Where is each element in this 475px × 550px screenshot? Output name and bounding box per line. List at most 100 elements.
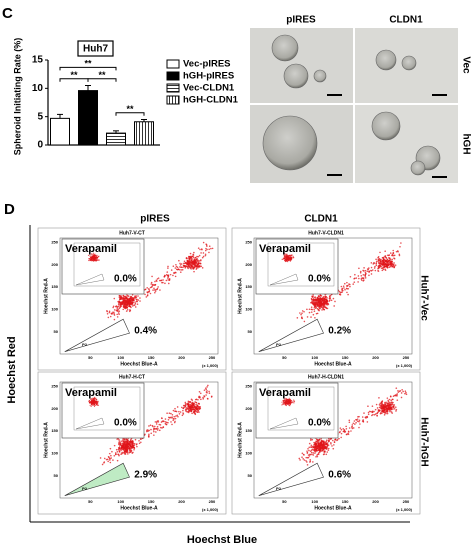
event [367,413,370,416]
event [139,297,141,299]
gate [64,462,130,496]
event [322,446,325,449]
event [309,453,311,456]
event [380,412,383,415]
y-axis-label: Hoechst Red-A [237,278,243,314]
significance-label: ** [98,70,106,80]
event [95,398,98,400]
event [118,451,121,453]
event [155,421,158,424]
event [318,309,320,312]
event [158,279,161,282]
event [320,306,322,309]
event [119,297,122,299]
event [118,294,121,297]
event [202,396,204,399]
event [382,268,385,271]
bar [78,90,98,146]
event [349,285,351,288]
event [285,259,288,262]
event [120,444,123,447]
event [374,413,377,415]
event [291,401,293,403]
error-bar [141,119,147,122]
legend-label: Vec-pIRES [183,59,231,70]
event [311,453,313,456]
event [358,426,360,429]
event [285,399,287,401]
event [180,263,183,265]
event [194,409,196,412]
event [87,254,90,256]
event [312,454,315,456]
event [388,406,391,408]
event [346,285,348,287]
event [355,419,358,421]
event [350,430,352,432]
event [186,406,188,409]
event [394,406,397,408]
event [391,263,393,265]
event [89,255,91,257]
event [145,429,148,432]
event [389,258,392,260]
event [97,256,99,258]
event [97,404,100,406]
event [155,431,157,433]
gate [258,318,324,352]
y-tick-label: 150 [51,428,58,433]
event [405,393,408,396]
row-label: hGH [460,133,471,154]
event [404,390,407,393]
y-tick-label: 50 [54,473,59,478]
event [113,318,116,321]
event [197,255,200,258]
event [322,453,325,456]
event [386,412,389,415]
event [94,401,96,403]
event [194,413,197,416]
event [323,301,326,303]
event [198,266,201,268]
event [301,317,304,320]
inset-frame [61,382,145,439]
event [308,455,311,457]
event [312,461,314,463]
axis-title: Hoechst Red [6,336,18,403]
event [287,401,289,403]
event [189,410,191,412]
event [113,314,116,316]
event [322,299,324,302]
event [367,268,370,271]
event [380,405,383,407]
event [380,258,382,261]
event [316,442,318,444]
event [368,274,370,277]
event [91,401,94,403]
event [174,417,177,420]
event [364,269,367,272]
panel-label: D [4,201,15,218]
event [287,402,289,404]
event [128,303,131,305]
event [106,310,108,313]
gate-percent: 0.2% [328,325,351,336]
event [191,258,194,260]
event [191,405,194,408]
event [171,416,173,418]
event [283,255,285,257]
event [154,284,156,286]
event [159,424,162,426]
significance-bracket [59,66,117,71]
event [325,298,327,301]
event [132,298,135,300]
event [383,412,386,414]
event [96,259,98,261]
event [383,409,386,412]
event [152,289,154,291]
event [192,263,195,265]
event [107,460,109,463]
event [148,436,150,438]
event [106,312,109,315]
x-axis-label: Hoechst Blue-A [314,361,352,367]
